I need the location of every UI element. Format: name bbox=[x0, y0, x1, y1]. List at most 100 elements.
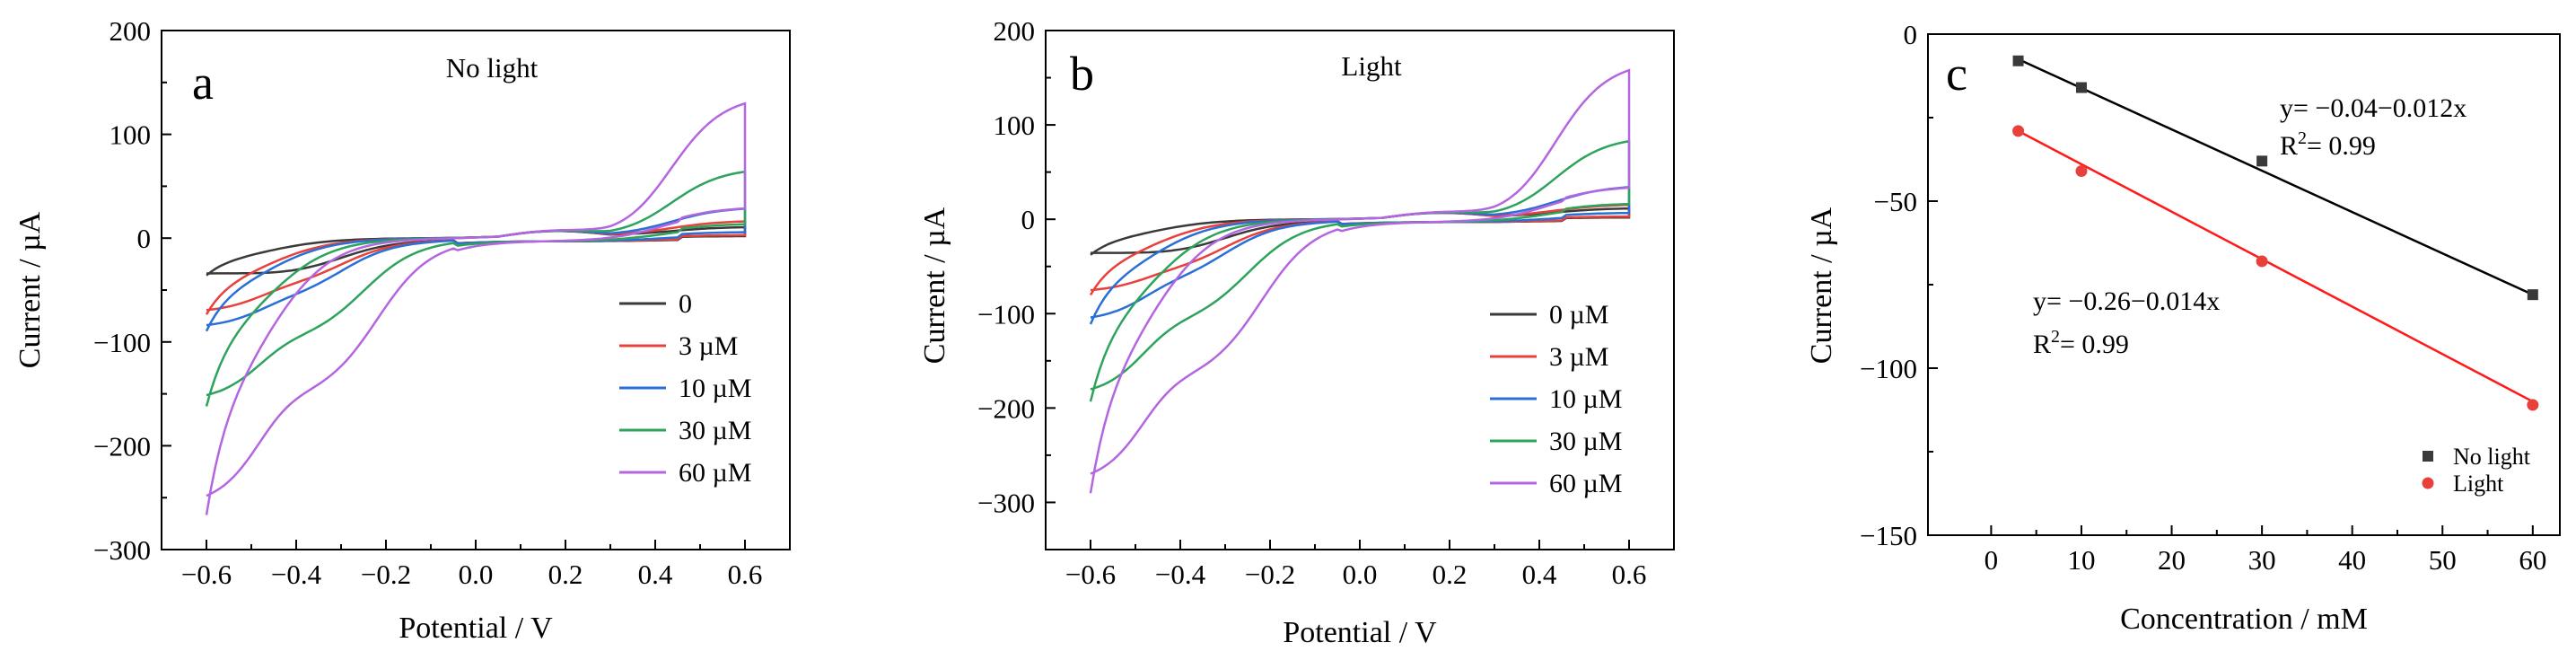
legend-label: 60 µM bbox=[1549, 469, 1622, 498]
cv-curve-10m bbox=[1089, 186, 1631, 325]
panel-a-y-ticks: 200 100 0 −100 −200 −300 bbox=[93, 15, 171, 566]
legend-label: 60 µM bbox=[679, 458, 751, 488]
x-tick-label: 0.0 bbox=[459, 559, 494, 590]
y-tick-label: −300 bbox=[977, 487, 1035, 518]
y-tick-label: 0 bbox=[1904, 19, 1918, 50]
x-tick-label: −0.2 bbox=[361, 559, 411, 590]
legend-label: Light bbox=[2453, 471, 2504, 497]
r2-letter: R bbox=[2280, 131, 2298, 161]
panel-c-letter: c bbox=[1946, 47, 1967, 101]
panel-a-curves bbox=[205, 101, 747, 515]
panel-c-plot-area bbox=[2012, 55, 2539, 411]
panel-b-legend: 0 µM 3 µM 10 µM 30 µM 60 µM bbox=[1490, 300, 1622, 498]
x-tick-label: 20 bbox=[2158, 544, 2186, 576]
legend-label: 3 µM bbox=[679, 331, 738, 361]
r2-value: = 0.99 bbox=[2307, 131, 2376, 161]
panel-a-title: No light bbox=[446, 52, 539, 84]
panel-b-x-ticks: −0.6 −0.4 −0.2 0.0 0.2 0.4 0.6 bbox=[1065, 540, 1646, 590]
y-tick-label: 0 bbox=[137, 223, 152, 254]
x-tick-label: −0.2 bbox=[1245, 559, 1295, 590]
panel-a-x-label: Potential / V bbox=[399, 612, 553, 645]
data-point-light bbox=[2527, 399, 2539, 411]
legend-label: 10 µM bbox=[679, 374, 751, 403]
x-tick-label: 40 bbox=[2338, 544, 2366, 576]
data-point-no-light bbox=[2256, 155, 2268, 167]
y-tick-label: 100 bbox=[110, 119, 152, 151]
panel-a-chart: −0.6 −0.4 −0.2 0.0 0.2 0.4 0.6 200 100 0 −100 −200… bbox=[13, 15, 791, 645]
x-tick-label: 10 bbox=[2067, 544, 2095, 576]
panel-b-y-label: Current / µA bbox=[918, 207, 951, 364]
data-point-no-light bbox=[2012, 55, 2024, 66]
y-tick-label: 100 bbox=[994, 110, 1036, 141]
panel-a-y-label: Current / µA bbox=[13, 211, 47, 368]
legend-label: 0 bbox=[679, 289, 692, 319]
panel-b-y-ticks: 200 100 0 −100 −200 −300 bbox=[977, 15, 1056, 550]
r2-superscript: 2 bbox=[2298, 128, 2307, 148]
cv-curve-30m bbox=[1089, 139, 1631, 402]
panel-c-r2-no-light: R2= 0.99 bbox=[2280, 128, 2376, 161]
panel-c-chart: 0 10 20 30 40 50 60 0 −50 −100 −150 c Concentrati… bbox=[1805, 19, 2561, 636]
panel-c-y-label: Current / µA bbox=[1805, 207, 1838, 364]
y-tick-label: −300 bbox=[93, 534, 151, 566]
y-tick-label: −200 bbox=[977, 392, 1035, 424]
panel-c-equation-light: y= −0.26−0.014x bbox=[2033, 286, 2220, 316]
data-point-no-light bbox=[2527, 289, 2538, 301]
x-tick-label: 0.2 bbox=[1433, 559, 1468, 590]
fit-line-no-light bbox=[2018, 57, 2534, 296]
x-tick-label: −0.4 bbox=[271, 559, 322, 590]
x-tick-label: 0.0 bbox=[1343, 559, 1378, 590]
x-tick-label: −0.4 bbox=[1155, 559, 1206, 590]
y-tick-label: 0 bbox=[1021, 204, 1036, 235]
panel-b-letter: b bbox=[1070, 47, 1094, 101]
panel-c-y-ticks: 0 −50 −100 −150 bbox=[1860, 19, 1938, 551]
r2-letter: R bbox=[2033, 330, 2051, 359]
y-tick-label: −100 bbox=[977, 298, 1035, 330]
data-point-light bbox=[2012, 125, 2025, 137]
legend-label: 30 µM bbox=[679, 416, 751, 445]
y-tick-label: −150 bbox=[1860, 520, 1917, 551]
y-tick-label: −100 bbox=[1860, 353, 1917, 384]
panel-b-x-label: Potential / V bbox=[1283, 616, 1437, 649]
fit-line-light bbox=[2017, 129, 2534, 403]
data-point-light bbox=[2256, 255, 2268, 268]
y-tick-label: 200 bbox=[110, 15, 152, 47]
panel-a-letter: a bbox=[192, 56, 214, 110]
x-tick-label: 0.4 bbox=[638, 559, 673, 590]
cv-curve-0m bbox=[1090, 207, 1631, 256]
legend-marker bbox=[2423, 451, 2433, 462]
x-tick-label: 0.6 bbox=[728, 559, 763, 590]
x-tick-label: 0 bbox=[1985, 544, 1999, 576]
panel-c-x-label: Concentration / mM bbox=[2120, 603, 2368, 636]
cv-curve-30m bbox=[205, 170, 747, 407]
x-tick-label: −0.6 bbox=[181, 559, 232, 590]
panel-c-r2-light: R2= 0.99 bbox=[2033, 327, 2129, 359]
x-tick-label: 50 bbox=[2429, 544, 2457, 576]
x-tick-label: 0.6 bbox=[1612, 559, 1647, 590]
data-point-no-light bbox=[2075, 82, 2087, 93]
x-tick-label: −0.6 bbox=[1065, 559, 1116, 590]
r2-value: = 0.99 bbox=[2060, 330, 2129, 359]
y-tick-label: 200 bbox=[994, 15, 1036, 47]
panel-b-title: Light bbox=[1341, 50, 1402, 82]
cv-curve-60m bbox=[205, 101, 747, 515]
legend-label: 10 µM bbox=[1549, 384, 1622, 414]
legend-marker bbox=[2422, 477, 2434, 489]
y-tick-label: −200 bbox=[93, 430, 151, 462]
r2-superscript: 2 bbox=[2051, 327, 2060, 347]
panel-a-x-ticks: −0.6 −0.4 −0.2 0.0 0.2 0.4 0.6 bbox=[181, 540, 762, 590]
y-tick-label: −100 bbox=[93, 327, 151, 358]
legend-label: 0 µM bbox=[1549, 300, 1608, 330]
panel-c-equation-no-light: y= −0.04−0.012x bbox=[2280, 93, 2466, 123]
panel-b-curves bbox=[1089, 68, 1631, 494]
panel-c-x-ticks: 0 10 20 30 40 50 60 bbox=[1985, 525, 2546, 576]
cv-curve-3m bbox=[205, 220, 747, 315]
data-point-light bbox=[2075, 165, 2088, 178]
x-tick-label: 0.4 bbox=[1522, 559, 1557, 590]
x-tick-label: 0.2 bbox=[548, 559, 583, 590]
cv-curve-60m bbox=[1089, 68, 1631, 494]
panel-a-legend: 0 3 µM 10 µM 30 µM 60 µM bbox=[619, 289, 751, 488]
legend-label: No light bbox=[2453, 444, 2531, 470]
x-tick-label: 30 bbox=[2248, 544, 2276, 576]
